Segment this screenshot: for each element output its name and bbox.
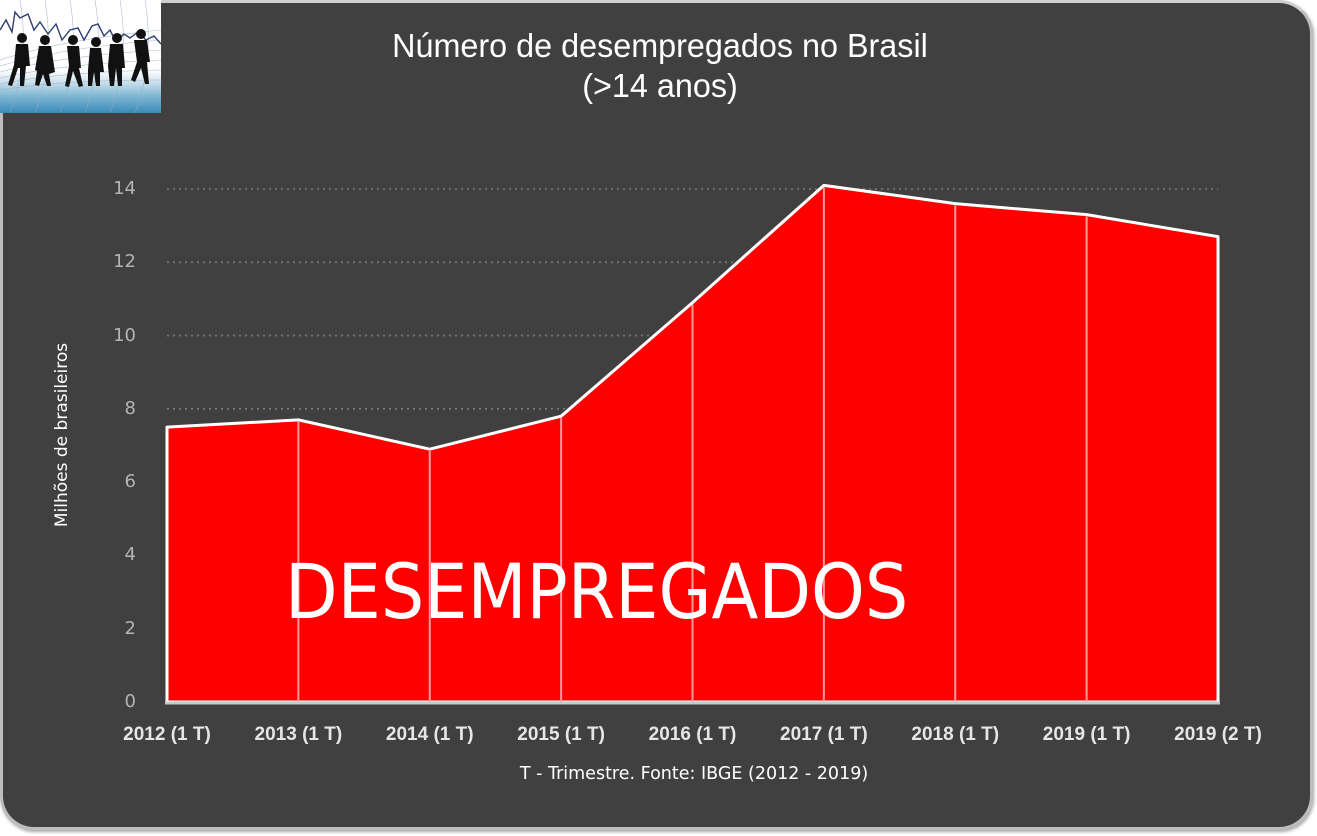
x-tick-label: 2019 (2 T) (1174, 724, 1262, 745)
title-line-2: (>14 anos) (582, 67, 738, 104)
x-tick-label: 2016 (1 T) (648, 724, 737, 745)
desempregados-overlay-text: DESEMPREGADOS (285, 547, 909, 636)
x-tick-label: 2012 (1 T) (123, 724, 211, 745)
x-tick-label: 2014 (1 T) (385, 724, 474, 745)
y-tick-label: 8 (124, 397, 136, 419)
x-tick-label: 2019 (1 T) (1042, 724, 1131, 745)
y-tick-label: 0 (124, 691, 136, 712)
source-footnote: T - Trimestre. Fonte: IBGE (2012 - 2019) (519, 764, 869, 784)
y-tick-label: 2 (124, 617, 136, 639)
y-axis-label: Milhões de brasileiros (52, 342, 72, 528)
chart-title: Número de desempregados no Brasil (>14 a… (170, 26, 1150, 106)
y-tick-label: 12 (113, 251, 136, 273)
logo-image (0, 0, 161, 113)
y-tick-label: 10 (113, 324, 136, 346)
y-tick-label: 4 (124, 544, 136, 566)
people-walking-over-graph-icon (0, 0, 161, 113)
x-tick-label: 2018 (1 T) (911, 724, 1000, 745)
x-tick-label: 2015 (1 T) (517, 724, 605, 745)
y-tick-label: 14 (113, 178, 136, 199)
title-line-1: Número de desempregados no Brasil (392, 27, 928, 64)
y-tick-label: 6 (124, 471, 136, 493)
x-tick-label: 2017 (1 T) (780, 724, 868, 745)
x-tick-label: 2013 (1 T) (254, 724, 343, 745)
category-dividers (297, 187, 1088, 702)
